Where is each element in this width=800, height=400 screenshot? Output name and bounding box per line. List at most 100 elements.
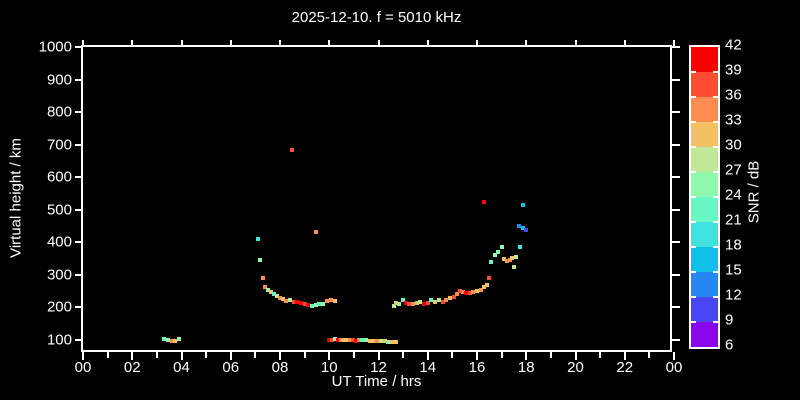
data-point <box>351 338 356 342</box>
data-point <box>172 338 177 343</box>
data-point <box>278 296 282 301</box>
data-point <box>391 303 396 308</box>
x-tick-label: 08 <box>271 359 289 376</box>
data-point <box>265 288 270 293</box>
data-point <box>407 301 412 306</box>
data-point <box>332 298 337 303</box>
colorbar <box>689 45 720 349</box>
data-point <box>260 276 265 281</box>
y-tick-label: 500 <box>46 201 72 219</box>
data-point <box>295 300 300 305</box>
data-point <box>162 337 167 342</box>
data-point <box>516 224 521 229</box>
colorbar-tick-label: 39 <box>725 61 742 79</box>
colorbar-boundary-tick <box>713 171 718 173</box>
x-major-tick <box>328 352 331 360</box>
x-major-tick-top <box>574 40 577 47</box>
data-point <box>471 290 476 295</box>
data-point <box>354 338 359 343</box>
data-point <box>524 227 529 232</box>
x-minor-tick <box>402 352 405 358</box>
data-point <box>440 299 445 304</box>
data-point <box>478 287 483 292</box>
colorbar-tick-label: 12 <box>725 286 742 304</box>
x-major-tick-top <box>673 40 675 47</box>
data-point <box>330 338 335 342</box>
y-tick-left <box>75 241 83 244</box>
colorbar-tick-label: 27 <box>725 161 742 179</box>
colorbar-block <box>691 247 718 272</box>
data-point <box>378 338 383 343</box>
colorbar-boundary-tick <box>691 321 696 323</box>
y-tick-left <box>75 111 83 114</box>
y-tick-label: 400 <box>46 233 72 251</box>
colorbar-tick-label: 24 <box>725 186 742 204</box>
x-minor-tick <box>352 352 355 358</box>
x-tick-label: 00 <box>74 359 92 376</box>
x-tick-label: 22 <box>616 359 634 376</box>
y-tick-label: 900 <box>46 71 72 89</box>
x-major-tick-top <box>525 40 528 47</box>
y-tick-label: 100 <box>46 331 72 349</box>
data-point <box>482 199 487 204</box>
colorbar-boundary-tick <box>713 96 718 98</box>
y-tick-right <box>672 339 680 341</box>
x-major-tick <box>279 352 281 360</box>
y-tick-label: 800 <box>46 103 72 121</box>
x-tick-label: 10 <box>320 359 338 376</box>
colorbar-boundary-tick <box>691 71 696 73</box>
data-point <box>447 296 452 301</box>
y-tick-right <box>672 208 680 211</box>
data-point <box>327 337 332 342</box>
colorbar-tick-label: 42 <box>725 36 742 54</box>
colorbar-boundary-tick <box>691 271 696 273</box>
x-minor-tick <box>303 352 306 358</box>
data-point <box>482 285 487 290</box>
colorbar-boundary-tick <box>691 96 696 98</box>
data-point <box>492 253 497 258</box>
x-minor-tick <box>451 352 454 358</box>
x-tick-label: 00 <box>665 359 683 376</box>
data-point <box>457 288 462 293</box>
colorbar-boundary-tick <box>713 296 718 298</box>
data-point <box>321 302 326 307</box>
y-tick-left <box>75 306 83 309</box>
colorbar-tick-label: 15 <box>725 261 742 279</box>
x-major-tick <box>82 352 84 360</box>
y-tick-right <box>672 78 680 81</box>
data-point <box>393 339 398 344</box>
y-tick-right <box>672 273 680 276</box>
x-tick-label: 06 <box>222 359 240 376</box>
data-point <box>325 298 330 303</box>
colorbar-tick-label: 30 <box>725 136 742 154</box>
x-major-tick-top <box>328 40 331 47</box>
x-minor-tick <box>500 352 503 358</box>
x-major-tick <box>377 352 380 360</box>
data-point <box>418 299 423 304</box>
x-minor-tick <box>254 352 257 358</box>
colorbar-boundary-tick <box>691 121 696 123</box>
data-point <box>360 338 365 342</box>
data-point <box>487 276 492 281</box>
data-point <box>509 255 514 260</box>
colorbar-boundary-tick <box>691 196 696 198</box>
x-minor-tick <box>599 352 602 358</box>
colorbar-block <box>691 197 718 222</box>
colorbar-tick-label: 9 <box>725 311 734 329</box>
colorbar-block <box>691 322 718 347</box>
colorbar-boundary-tick <box>713 221 718 223</box>
data-point <box>495 250 500 255</box>
colorbar-boundary-tick <box>713 121 718 123</box>
data-point <box>485 283 490 288</box>
plot-area: 00 02 04 06 08 10 12 14 16 18 20 22 00 100 200 300 400 50… <box>39 39 683 377</box>
x-major-tick-top <box>623 40 626 47</box>
data-point <box>176 337 181 342</box>
colorbar-boundary-tick <box>691 296 696 298</box>
x-major-tick-top <box>279 40 281 47</box>
x-major-tick <box>229 352 232 360</box>
data-point <box>310 303 314 308</box>
x-major-tick <box>426 352 429 360</box>
x-major-tick-top <box>476 40 478 47</box>
y-tick-left <box>75 273 83 276</box>
data-point <box>467 291 472 296</box>
